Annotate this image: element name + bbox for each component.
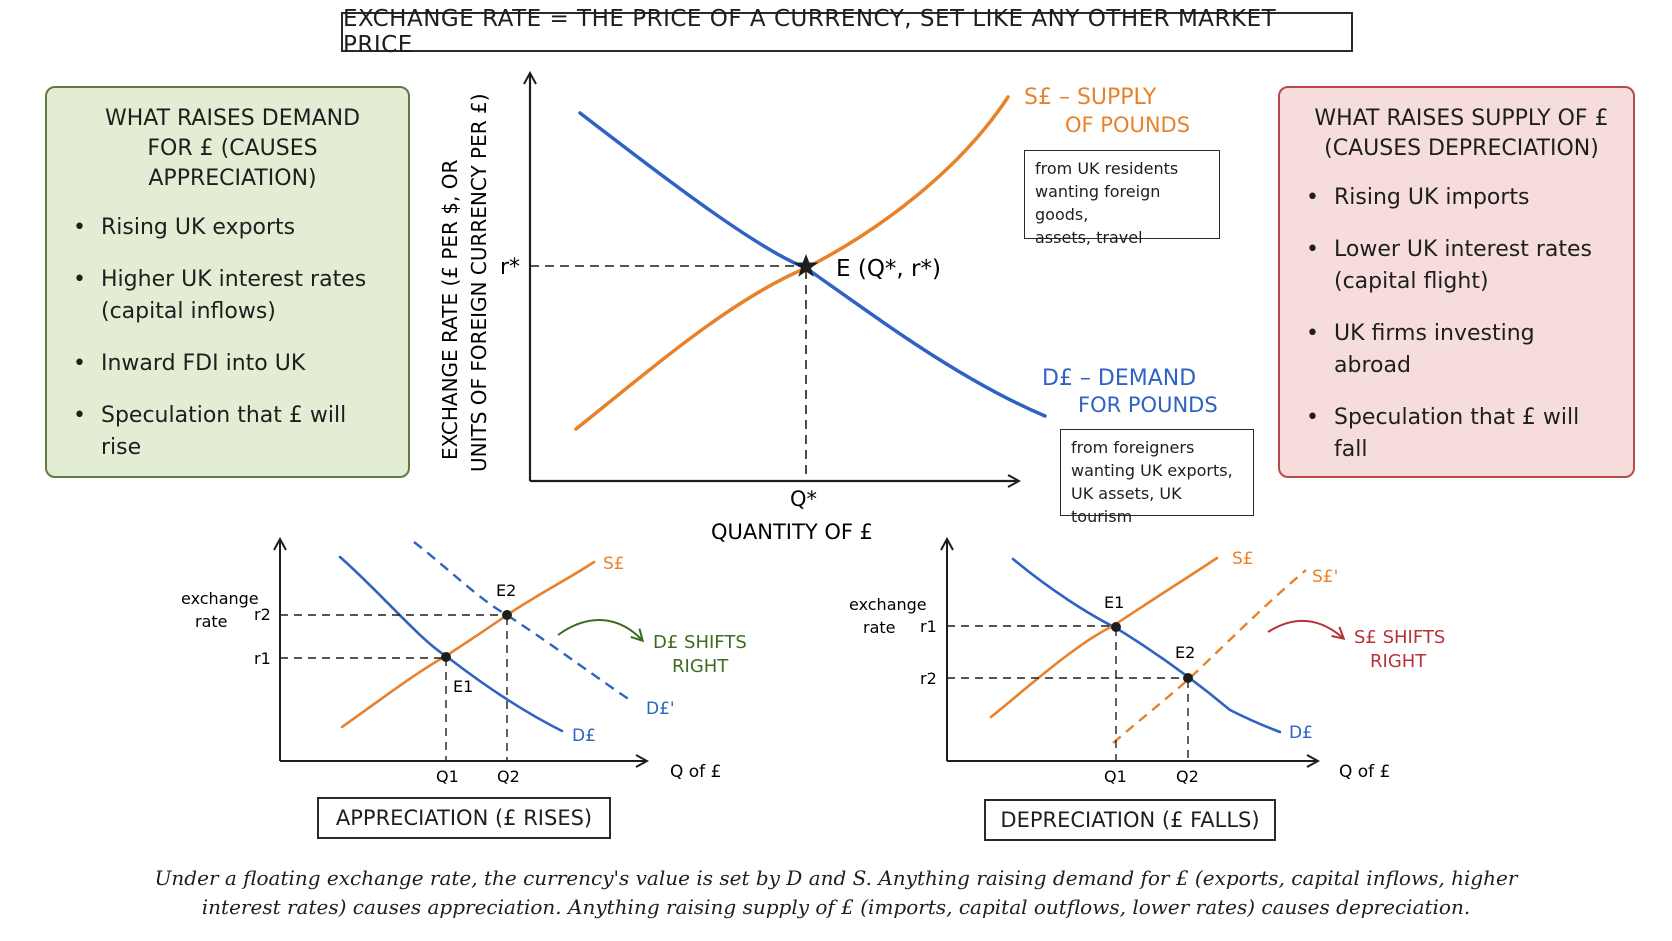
deprec-e2-label: E2 <box>1175 643 1195 662</box>
caption-line-1: Under a floating exchange rate, the curr… <box>154 866 1518 890</box>
apprec-shift-text-1: D£ SHIFTS <box>653 632 747 653</box>
apprec-e1-point <box>441 652 451 662</box>
list-item: Speculation that £ will rise <box>73 400 392 464</box>
apprec-y-label-1: exchange <box>181 589 259 608</box>
apprec-supply-label: S£ <box>603 554 625 574</box>
apprec-supply-curve <box>340 560 596 729</box>
apprec-e2-label: E2 <box>496 581 516 600</box>
deprec-q2-label: Q2 <box>1176 767 1199 786</box>
r-star-label: r* <box>500 255 520 280</box>
supply-note-line: from UK residents <box>1035 159 1179 178</box>
depreciation-chart: exchange rate r1 r2 Q1 Q2 E1 E2 Q of £ S… <box>849 540 1445 786</box>
list-item: Inward FDI into UK <box>73 348 392 380</box>
deprec-supply-curve <box>989 556 1219 719</box>
deprec-r1-label: r1 <box>920 617 937 636</box>
deprec-e2-point <box>1183 673 1193 683</box>
apprec-q1-label: Q1 <box>436 767 459 786</box>
deprec-supply-label: S£ <box>1232 549 1254 569</box>
supply-curve-label-2: OF POUNDS <box>1065 113 1190 137</box>
supply-heading-line2: (CAUSES DEPRECIATION) <box>1324 136 1599 161</box>
main-x-axis-label: QUANTITY OF £ <box>711 520 873 544</box>
equilibrium-label: E (Q*, r*) <box>836 256 941 282</box>
main-y-axis-label-1: EXCHANGE RATE (£ PER $, OR <box>438 160 462 460</box>
apprec-r1-label: r1 <box>254 649 271 668</box>
supply-factors-list: Rising UK imports Lower UK interest rate… <box>1306 182 1617 466</box>
apprec-r2-label: r2 <box>254 605 271 624</box>
deprec-x-label: Q of £ <box>1339 762 1390 782</box>
demand-curve-label-2: FOR POUNDS <box>1078 393 1218 417</box>
deprec-r2-label: r2 <box>920 669 937 688</box>
list-item: Lower UK interest rates (capital flight) <box>1306 234 1617 298</box>
deprec-shifted-supply-curve <box>1112 569 1307 744</box>
curved-arrow-icon <box>557 619 642 640</box>
deprec-e1-label: E1 <box>1104 593 1124 612</box>
deprec-y-label-1: exchange <box>849 595 927 614</box>
q-star-label: Q* <box>790 487 817 511</box>
demand-note-line: wanting UK exports, <box>1071 461 1233 480</box>
demand-note-line: UK assets, UK tourism <box>1071 484 1182 526</box>
list-item: Speculation that £ will fall <box>1306 402 1617 466</box>
supply-factors-panel: WHAT RAISES SUPPLY OF £ (CAUSES DEPRECIA… <box>1278 86 1635 478</box>
demand-heading-line2: FOR £ (CAUSES APPRECIATION) <box>147 136 318 191</box>
deprec-q1-label: Q1 <box>1104 767 1127 786</box>
apprec-shifted-demand-label: D£' <box>646 699 675 719</box>
demand-factors-panel: WHAT RAISES DEMAND FOR £ (CAUSES APPRECI… <box>45 86 410 478</box>
supply-heading-line1: WHAT RAISES SUPPLY OF £ <box>1314 106 1609 131</box>
demand-curve-label-1: D£ – DEMAND <box>1042 366 1196 391</box>
apprec-q2-label: Q2 <box>497 767 520 786</box>
deprec-e1-point <box>1111 622 1121 632</box>
apprec-demand-label: D£ <box>572 726 596 746</box>
supply-note-line: wanting foreign goods, <box>1035 182 1161 224</box>
list-item: Rising UK exports <box>73 212 392 244</box>
deprec-shift-text-2: RIGHT <box>1370 651 1427 672</box>
deprec-demand-curve <box>1011 557 1282 734</box>
list-item: Rising UK imports <box>1306 182 1617 214</box>
demand-note-line: from foreigners <box>1071 438 1195 457</box>
supply-note-box: from UK residents wanting foreign goods,… <box>1024 150 1220 247</box>
demand-heading-line1: WHAT RAISES DEMAND <box>104 106 361 131</box>
demand-panel-heading: WHAT RAISES DEMAND FOR £ (CAUSES APPRECI… <box>73 104 392 194</box>
main-chart: r* Q* E (Q*, r*) QUANTITY OF £ EXCHANGE … <box>438 74 1218 544</box>
curved-arrow-icon <box>1267 620 1343 638</box>
list-item: UK firms investing abroad <box>1306 318 1617 382</box>
apprec-e2-point <box>502 610 512 620</box>
star-icon <box>793 254 819 277</box>
supply-curve-label-1: S£ – SUPPLY <box>1024 85 1157 110</box>
deprec-y-label-2: rate <box>863 618 896 637</box>
list-item: Higher UK interest rates (capital inflow… <box>73 264 392 328</box>
supply-note-line: assets, travel <box>1035 228 1143 247</box>
appreciation-label-box: APPRECIATION (£ RISES) <box>317 797 611 839</box>
caption: Under a floating exchange rate, the curr… <box>60 864 1612 922</box>
apprec-shift-text-2: RIGHT <box>672 656 729 677</box>
demand-note-box: from foreigners wanting UK exports, UK a… <box>1060 429 1254 526</box>
demand-factors-list: Rising UK exports Higher UK interest rat… <box>73 212 392 464</box>
supply-panel-heading: WHAT RAISES SUPPLY OF £ (CAUSES DEPRECIA… <box>1306 104 1617 164</box>
caption-line-2: interest rates) causes appreciation. Any… <box>201 895 1471 919</box>
apprec-y-label-2: rate <box>195 612 228 631</box>
main-y-axis-label-2: UNITS OF FOREIGN CURRENCY PER £) <box>467 93 491 472</box>
apprec-x-label: Q of £ <box>670 762 721 782</box>
deprec-shifted-supply-label: S£' <box>1312 567 1338 587</box>
deprec-shift-text-1: S£ SHIFTS <box>1354 627 1445 648</box>
depreciation-label-box: DEPRECIATION (£ FALLS) <box>984 799 1276 841</box>
apprec-shifted-demand-curve <box>413 541 631 701</box>
apprec-e1-label: E1 <box>453 677 473 696</box>
deprec-demand-label: D£ <box>1289 723 1313 743</box>
appreciation-chart: exchange rate r2 r1 Q1 Q2 E1 E2 Q of £ S… <box>181 540 747 786</box>
